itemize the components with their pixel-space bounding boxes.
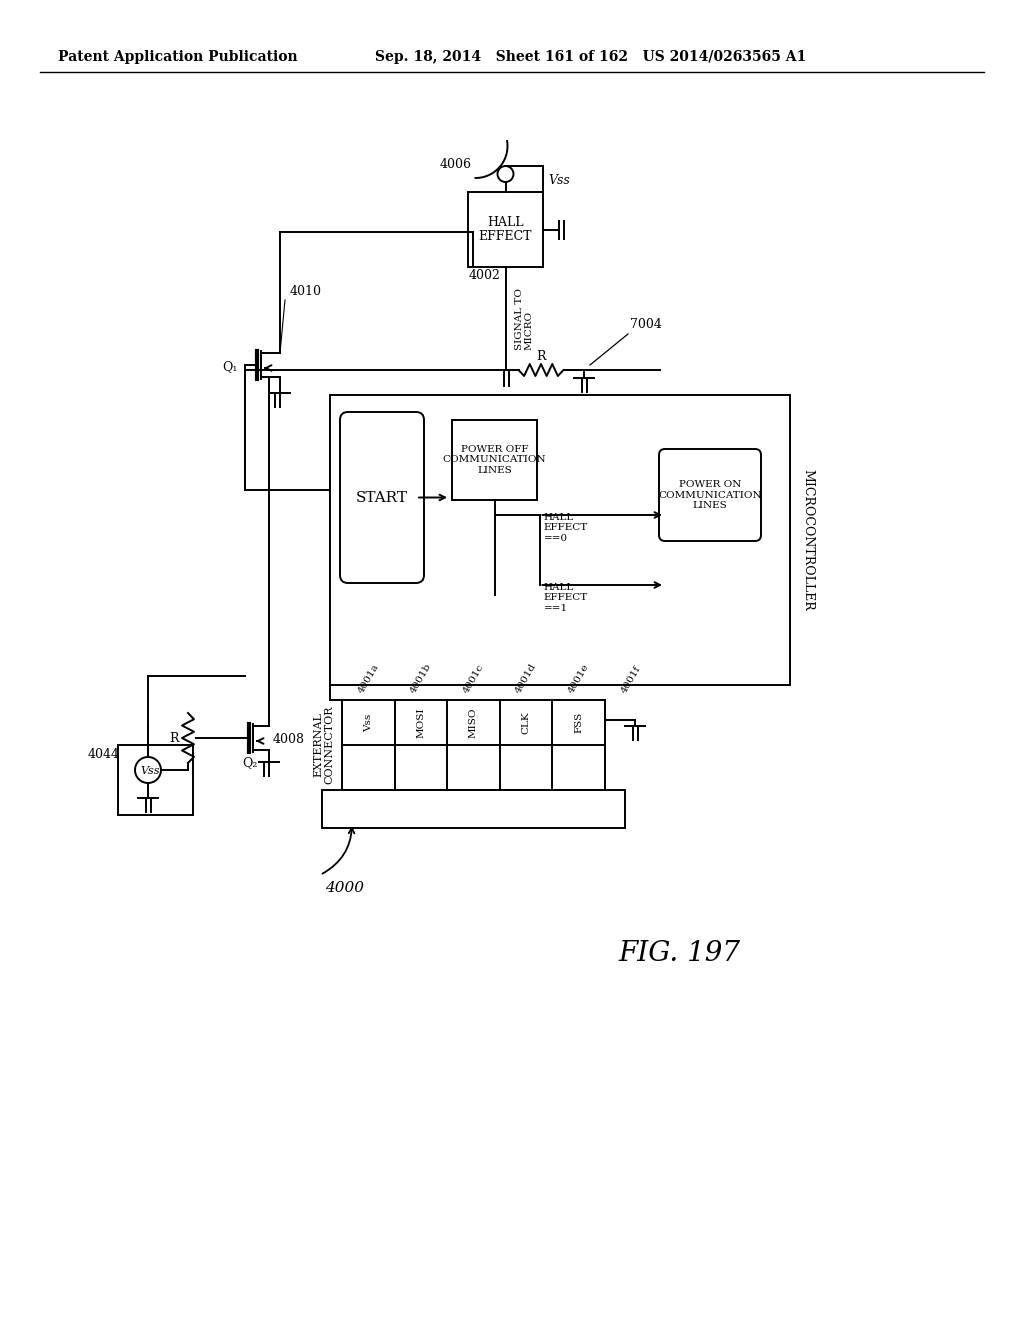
Text: MICROCONTROLLER: MICROCONTROLLER bbox=[802, 469, 814, 611]
Text: 7004: 7004 bbox=[630, 318, 662, 331]
Text: HALL
EFFECT
==1: HALL EFFECT ==1 bbox=[544, 583, 588, 612]
Text: 4001a: 4001a bbox=[356, 663, 380, 696]
Text: R: R bbox=[169, 731, 179, 744]
Text: START: START bbox=[356, 491, 408, 504]
Text: FIG. 197: FIG. 197 bbox=[618, 940, 740, 968]
Text: 4044: 4044 bbox=[88, 748, 120, 762]
Text: Vss: Vss bbox=[140, 766, 160, 776]
Text: FSS: FSS bbox=[574, 711, 584, 733]
Text: Vss: Vss bbox=[364, 713, 373, 731]
Text: HALL
EFFECT: HALL EFFECT bbox=[479, 215, 532, 243]
Text: 4001c: 4001c bbox=[462, 663, 485, 696]
Text: 4001f: 4001f bbox=[620, 664, 643, 696]
Text: Patent Application Publication: Patent Application Publication bbox=[58, 50, 298, 63]
Text: Vss: Vss bbox=[548, 174, 569, 187]
Text: CLK: CLK bbox=[521, 711, 530, 734]
Text: 4001d: 4001d bbox=[514, 661, 539, 696]
Text: 4006: 4006 bbox=[440, 158, 472, 172]
Bar bbox=[452, 420, 537, 500]
Text: R: R bbox=[537, 350, 546, 363]
Text: SIGNAL TO
MICRO: SIGNAL TO MICRO bbox=[514, 288, 534, 350]
Text: 4002: 4002 bbox=[469, 269, 501, 282]
Text: 4001b: 4001b bbox=[409, 661, 433, 696]
Text: HALL
EFFECT
==0: HALL EFFECT ==0 bbox=[544, 513, 588, 543]
Text: 4001e: 4001e bbox=[566, 663, 591, 696]
Text: 4010: 4010 bbox=[290, 285, 322, 298]
Bar bbox=[322, 789, 625, 828]
Text: Q₁: Q₁ bbox=[222, 360, 238, 374]
Text: Sep. 18, 2014   Sheet 161 of 162   US 2014/0263565 A1: Sep. 18, 2014 Sheet 161 of 162 US 2014/0… bbox=[375, 50, 806, 63]
Bar bbox=[468, 191, 543, 267]
Text: Q₂: Q₂ bbox=[243, 756, 258, 770]
Text: POWER OFF
COMMUNICATION
LINES: POWER OFF COMMUNICATION LINES bbox=[442, 445, 547, 475]
Text: EXTERNAL
CONNECTOR: EXTERNAL CONNECTOR bbox=[313, 706, 335, 784]
Text: 4008: 4008 bbox=[273, 733, 305, 746]
Text: MISO: MISO bbox=[469, 708, 478, 738]
Bar bbox=[330, 395, 790, 685]
Bar bbox=[118, 744, 193, 814]
Text: 4000: 4000 bbox=[325, 880, 364, 895]
Text: MOSI: MOSI bbox=[417, 708, 425, 738]
Text: POWER ON
COMMUNICATION
LINES: POWER ON COMMUNICATION LINES bbox=[658, 480, 762, 510]
